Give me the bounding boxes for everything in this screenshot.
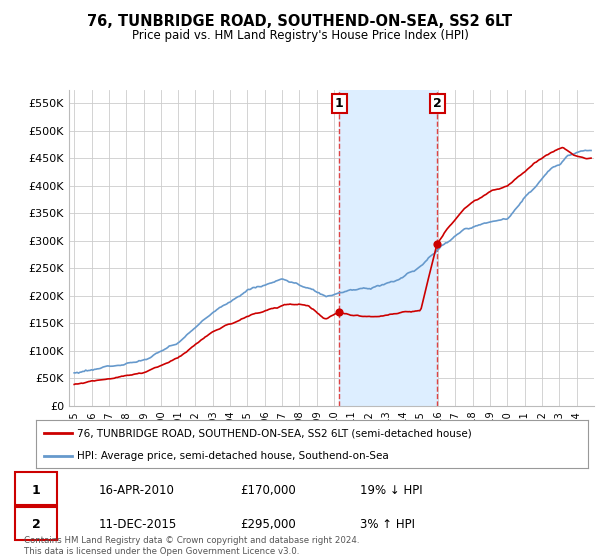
- Text: £295,000: £295,000: [240, 519, 296, 531]
- Text: 1: 1: [32, 484, 40, 497]
- Text: 3% ↑ HPI: 3% ↑ HPI: [360, 519, 415, 531]
- Bar: [339, 90, 437, 406]
- Text: 16-APR-2010: 16-APR-2010: [99, 484, 175, 497]
- Text: 76, TUNBRIDGE ROAD, SOUTHEND-ON-SEA, SS2 6LT (semi-detached house): 76, TUNBRIDGE ROAD, SOUTHEND-ON-SEA, SS2…: [77, 428, 472, 438]
- Text: 1: 1: [335, 97, 343, 110]
- Text: Price paid vs. HM Land Registry's House Price Index (HPI): Price paid vs. HM Land Registry's House …: [131, 29, 469, 42]
- Text: 2: 2: [32, 519, 40, 531]
- Text: 2: 2: [433, 97, 442, 110]
- Text: 11-DEC-2015: 11-DEC-2015: [99, 519, 177, 531]
- Point: [432, 239, 442, 248]
- Text: £170,000: £170,000: [240, 484, 296, 497]
- Text: Contains HM Land Registry data © Crown copyright and database right 2024.
This d: Contains HM Land Registry data © Crown c…: [24, 536, 359, 556]
- Point: [334, 308, 344, 317]
- Text: HPI: Average price, semi-detached house, Southend-on-Sea: HPI: Average price, semi-detached house,…: [77, 451, 389, 461]
- Text: 19% ↓ HPI: 19% ↓ HPI: [360, 484, 422, 497]
- Text: 76, TUNBRIDGE ROAD, SOUTHEND-ON-SEA, SS2 6LT: 76, TUNBRIDGE ROAD, SOUTHEND-ON-SEA, SS2…: [88, 14, 512, 29]
